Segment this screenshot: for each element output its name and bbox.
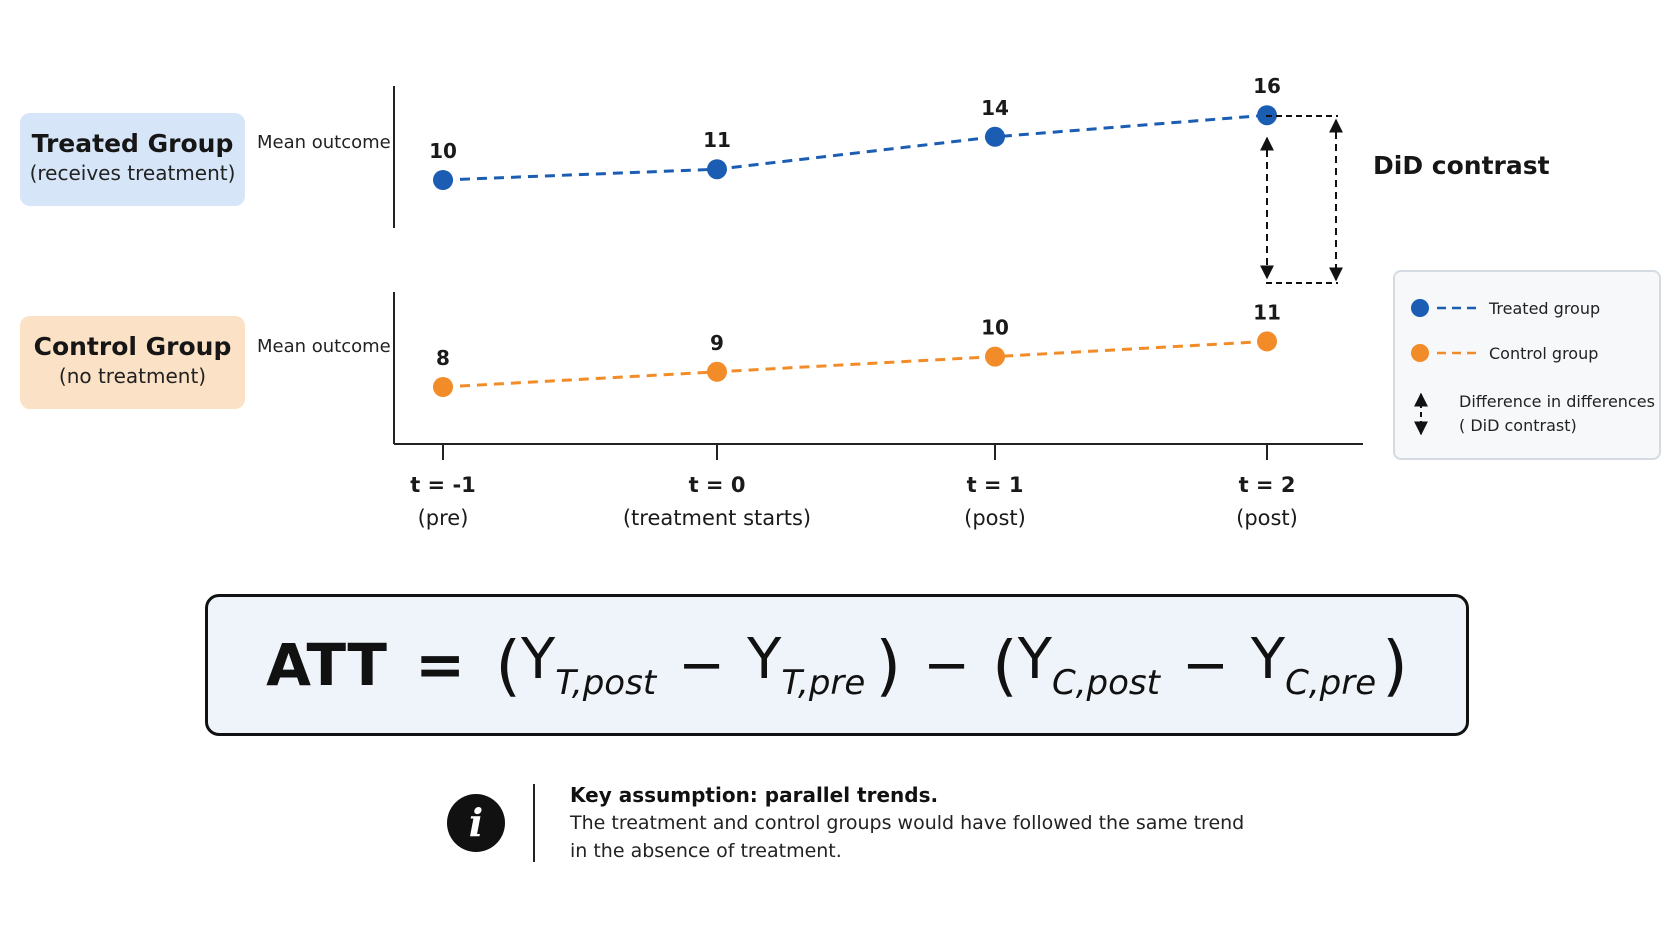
assumption-body: The treatment and control groups would h… (570, 809, 1270, 865)
x-tick-label: t = 2 (post) (1147, 469, 1387, 535)
formula-y-c-pre: YC,pre (1251, 627, 1376, 703)
formula-open-paren-1: ( (495, 626, 521, 704)
did-contrast-label: DiD contrast (1373, 151, 1550, 180)
x-tick-label: t = -1 (pre) (323, 469, 563, 535)
treated-data-label: 16 (1253, 74, 1281, 98)
control-data-point (433, 377, 453, 397)
control-data-point (985, 346, 1005, 367)
legend-did-line1: Difference in differences (1459, 392, 1655, 411)
formula-close-paren-2: ) (1382, 626, 1408, 704)
treated-data-label: 10 (429, 139, 457, 163)
assumption-note: Key assumption: parallel trends. The tre… (570, 781, 1270, 865)
treated-data-point (985, 126, 1005, 147)
control-data-point (707, 361, 727, 382)
att-formula-box: ATT = ( YT,post − YT,pre ) − ( YC,post −… (205, 594, 1469, 736)
legend-did-text: Difference in differences ( DiD contrast… (1459, 390, 1655, 438)
x-tick-phase: (treatment starts) (622, 506, 812, 530)
formula-minus-3: − (1181, 632, 1229, 698)
x-tick-time: t = 2 (1238, 473, 1296, 497)
control-series-line (442, 339, 1268, 389)
legend-control-label: Control group (1489, 343, 1599, 363)
x-tick-phase: (post) (964, 506, 1026, 530)
legend-did-line2: ( DiD contrast) (1459, 416, 1577, 435)
treated-series: 10 11 14 16 (429, 74, 1281, 190)
treated-data-label: 11 (703, 128, 731, 152)
control-data-label: 9 (710, 331, 724, 355)
treated-ylabel: Mean outcome (257, 132, 391, 153)
info-divider (533, 784, 535, 862)
formula-minus-2: − (923, 632, 971, 698)
assumption-body-line1: The treatment and control groups would h… (570, 812, 1245, 834)
control-data-point (1257, 331, 1277, 352)
formula-open-paren-2: ( (992, 626, 1018, 704)
x-tick-time: t = 1 (966, 473, 1024, 497)
treated-group-name: Treated Group (31, 129, 234, 158)
x-tick-time: t = -1 (410, 473, 476, 497)
control-group-subtitle: (no treatment) (58, 364, 207, 388)
did-contrast-markers (1260, 115, 1343, 284)
control-data-label: 8 (436, 346, 450, 370)
x-tick-label: t = 0 (treatment starts) (597, 469, 837, 535)
x-tick-phase: (pre) (417, 506, 469, 530)
did-plot: 10 11 14 16 8 9 10 11 (393, 74, 1363, 460)
x-tick-label: t = 1 (post) (875, 469, 1115, 535)
formula-equals: = (414, 630, 466, 700)
control-data-label: 11 (1253, 300, 1281, 324)
formula-minus-1: − (678, 632, 726, 698)
x-tick-time: t = 0 (688, 473, 746, 497)
treated-data-label: 14 (981, 96, 1009, 120)
formula-sub-c-pre: C,pre (1285, 663, 1377, 703)
treated-series-line (442, 113, 1268, 182)
legend-control-marker (1411, 344, 1477, 362)
formula-sub-t-pre: T,pre (781, 663, 866, 703)
formula-y-symbol: Y (1250, 627, 1286, 692)
treated-data-point (707, 159, 727, 180)
control-ylabel: Mean outcome (257, 336, 391, 357)
formula-sub-c-post: C,post (1051, 663, 1160, 703)
formula-y-symbol: Y (1017, 627, 1052, 692)
formula-y-t-post: YT,post (521, 627, 656, 703)
legend-item-control: Control group (1409, 341, 1598, 365)
formula-sub-t-post: T,post (555, 663, 657, 703)
x-tick-phase: (post) (1236, 506, 1298, 530)
control-group-name: Control Group (33, 332, 232, 361)
treated-group-subtitle: (receives treatment) (29, 161, 236, 185)
formula-close-paren-1: ) (875, 626, 902, 704)
assumption-title: Key assumption: parallel trends. (570, 783, 939, 807)
legend-treated-marker (1411, 299, 1477, 317)
legend: Treated group Control group Difference i… (1393, 270, 1661, 460)
formula-y-symbol: Y (520, 627, 556, 692)
double-arrow-icon (1414, 392, 1428, 436)
assumption-body-line2: in the absence of treatment. (570, 840, 842, 862)
formula-y-t-pre: YT,pre (747, 627, 865, 703)
formula-y-symbol: Y (747, 627, 782, 692)
legend-treated-label: Treated group (1489, 298, 1601, 318)
control-series: 8 9 10 11 (433, 300, 1281, 397)
formula-lhs: ATT (266, 631, 387, 699)
treated-data-point (433, 170, 453, 190)
legend-item-treated: Treated group (1409, 296, 1600, 320)
info-icon: i (447, 794, 505, 852)
control-data-label: 10 (981, 316, 1009, 340)
legend-item-did: Difference in differences ( DiD contrast… (1409, 384, 1655, 444)
control-group-box: Control Group (no treatment) (20, 316, 245, 409)
formula-y-c-post: YC,post (1018, 627, 1160, 703)
treated-group-box: Treated Group (receives treatment) (20, 113, 245, 206)
att-formula: ATT = ( YT,post − YT,pre ) − ( YC,post −… (266, 627, 1408, 704)
